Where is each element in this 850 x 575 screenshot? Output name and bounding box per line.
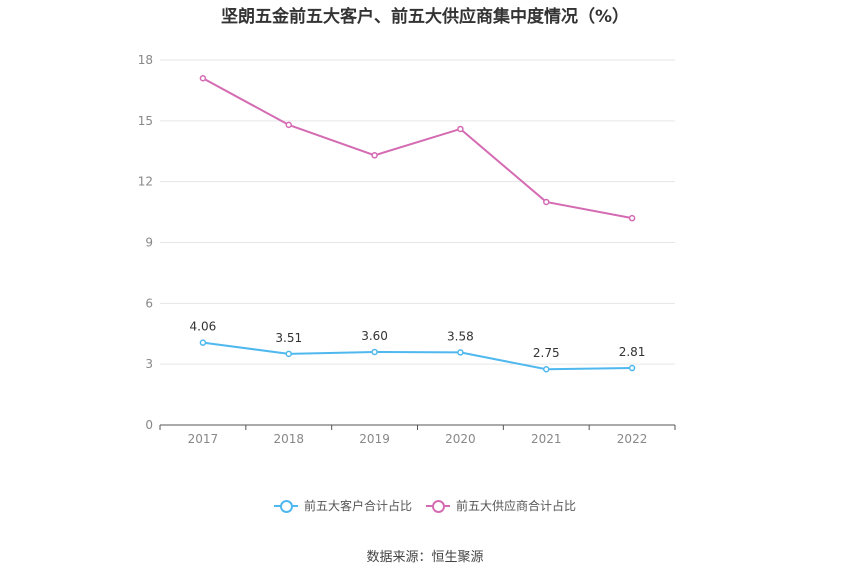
data-label: 2.75	[533, 346, 560, 360]
data-point	[543, 365, 550, 373]
legend: 前五大客户合计占比 前五大供应商合计占比	[0, 497, 850, 514]
x-tick-label: 2022	[617, 432, 648, 446]
data-label: 3.51	[275, 331, 302, 345]
x-tick-label: 2017	[188, 432, 219, 446]
legend-label-suppliers: 前五大供应商合计占比	[456, 499, 577, 513]
series-layer	[199, 75, 636, 373]
chart-title: 坚朗五金前五大客户、前五大供应商集中度情况（%）	[220, 7, 630, 27]
data-point	[371, 152, 378, 159]
y-tick-label: 12	[138, 175, 153, 189]
data-label: 2.81	[619, 345, 646, 359]
data-label: 3.58	[447, 329, 474, 343]
y-tick-label: 6	[145, 296, 153, 310]
legend-item-customers[interactable]: 前五大客户合计占比	[273, 497, 412, 514]
data-point	[628, 214, 636, 222]
x-tick-label: 2021	[531, 432, 562, 446]
data-label: 4.06	[190, 320, 217, 334]
x-tick-label: 2018	[273, 432, 304, 446]
y-tick-label: 9	[145, 236, 153, 250]
data-point	[285, 121, 292, 129]
legend-label-customers: 前五大客户合计占比	[303, 499, 412, 513]
y-tick-label: 0	[145, 418, 153, 432]
data-point	[285, 350, 292, 358]
data-point	[628, 364, 636, 372]
source-note: 数据来源：恒生聚源	[366, 550, 484, 565]
grid-layer	[160, 59, 675, 365]
data-point	[199, 75, 207, 82]
legend-item-suppliers[interactable]: 前五大供应商合计占比	[426, 497, 576, 514]
label-layer: 4.06 3.51 3.60 3.58 2.75 2.81	[190, 320, 646, 361]
axis-layer: 0 3 6 9 12 15 18 2017 2018 2019 2020 2021 2022	[138, 53, 676, 446]
x-tick-label: 2020	[445, 432, 476, 446]
data-label: 3.60	[361, 329, 388, 343]
data-point	[457, 349, 464, 356]
data-point	[199, 339, 207, 346]
series-line-1	[202, 77, 633, 220]
data-point	[543, 198, 550, 206]
data-point	[457, 125, 464, 133]
y-tick-label: 15	[138, 114, 153, 128]
data-point	[371, 348, 378, 356]
x-tick-label: 2019	[359, 432, 390, 446]
legend-swatch-suppliers	[426, 499, 450, 513]
legend-swatch-customers	[273, 499, 298, 513]
y-tick-label: 18	[138, 53, 153, 67]
y-tick-label: 3	[145, 357, 153, 371]
series-line-0	[202, 341, 633, 371]
